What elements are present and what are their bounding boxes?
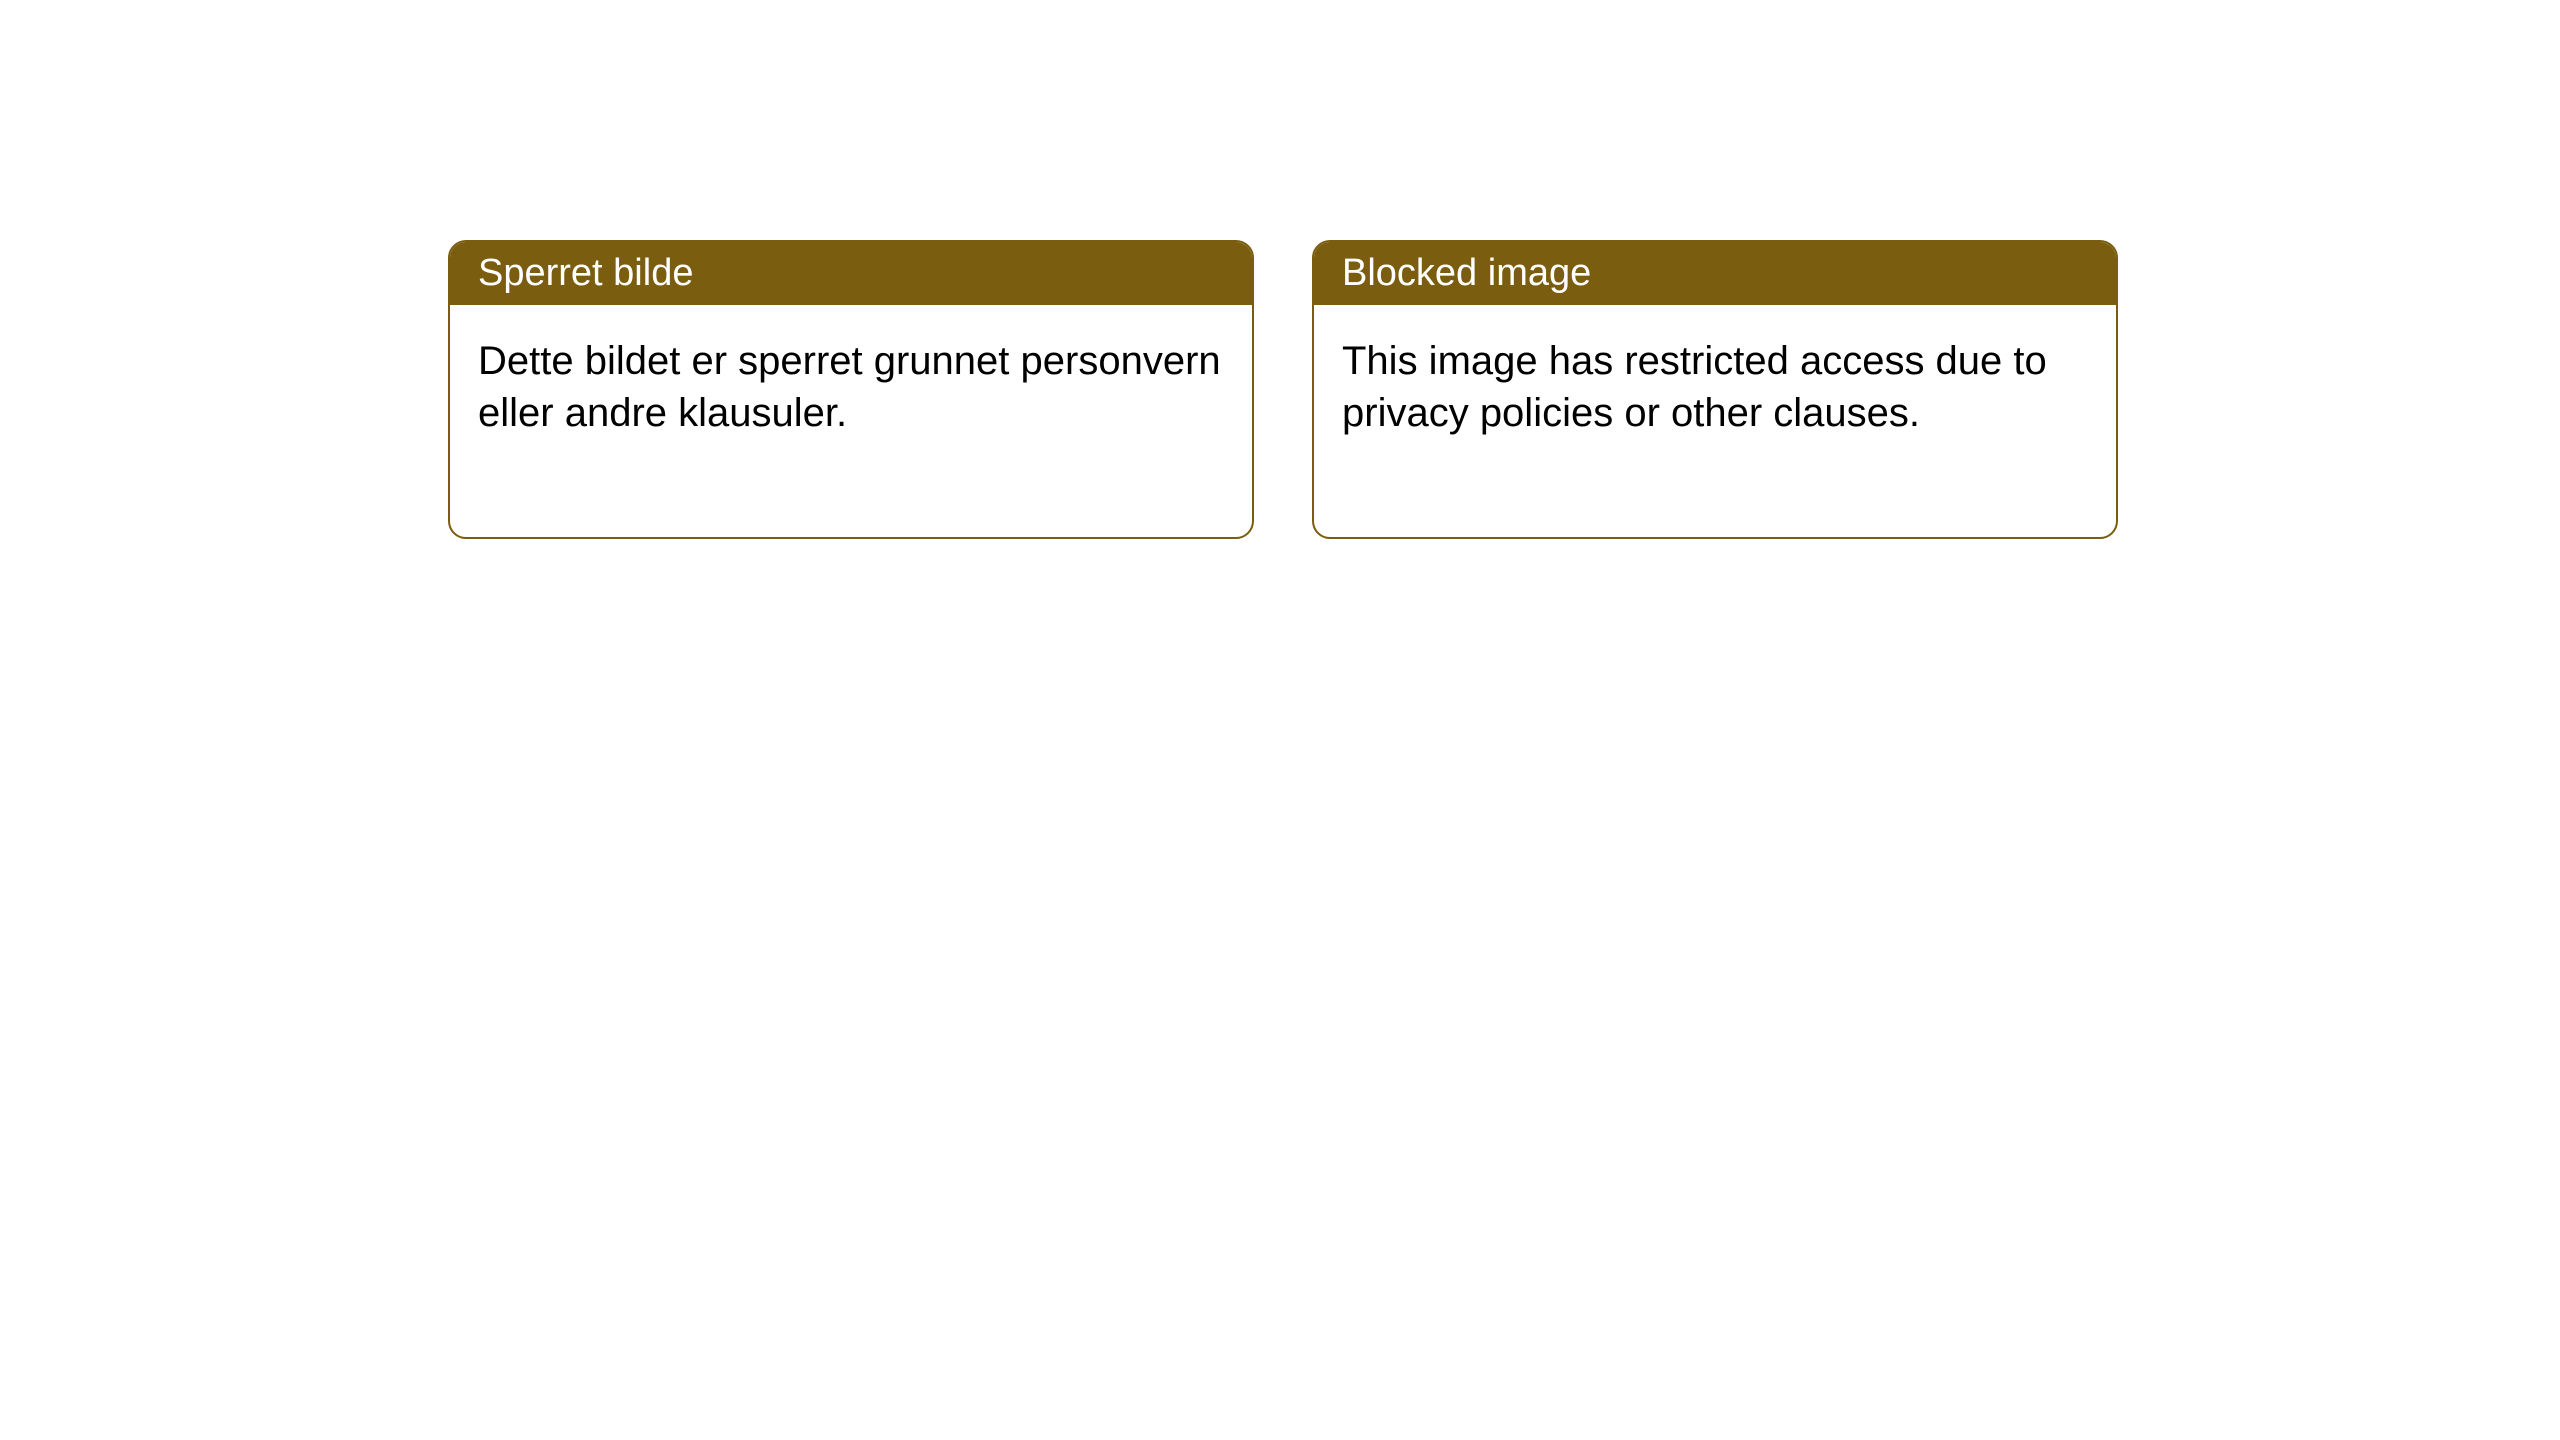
notice-header-english: Blocked image [1314,242,2116,305]
notice-body-norwegian: Dette bildet er sperret grunnet personve… [450,305,1252,537]
notice-text-norwegian: Dette bildet er sperret grunnet personve… [478,339,1221,435]
notice-title-norwegian: Sperret bilde [478,252,693,294]
notice-container: Sperret bilde Dette bildet er sperret gr… [448,240,2118,539]
notice-text-english: This image has restricted access due to … [1342,339,2047,435]
notice-header-norwegian: Sperret bilde [450,242,1252,305]
notice-box-norwegian: Sperret bilde Dette bildet er sperret gr… [448,240,1254,539]
notice-box-english: Blocked image This image has restricted … [1312,240,2118,539]
notice-body-english: This image has restricted access due to … [1314,305,2116,537]
notice-title-english: Blocked image [1342,252,1591,294]
